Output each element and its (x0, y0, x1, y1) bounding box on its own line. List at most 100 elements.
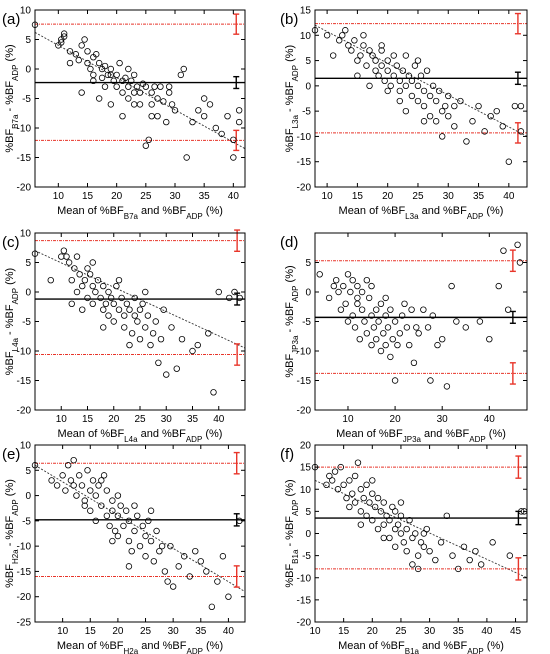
y-tick-label: -15 (17, 153, 32, 164)
panel-label: (f) (280, 446, 294, 463)
data-point (206, 101, 214, 108)
y-tick-label: -10 (17, 347, 32, 358)
data-point (225, 593, 232, 600)
data-point (210, 389, 217, 396)
data-point (415, 330, 422, 337)
x-axis-label: Mean of %BFB1a and %BFADP (%) (338, 640, 504, 654)
data-point (432, 118, 440, 125)
data-point (130, 71, 138, 79)
lower-limit-ci (514, 122, 521, 144)
data-point (439, 133, 446, 140)
data-point (384, 57, 391, 64)
x-tick-label: 40 (228, 191, 240, 202)
data-point (59, 472, 66, 479)
data-point (126, 306, 133, 313)
data-point (351, 499, 359, 506)
x-tick-label: 40 (503, 191, 515, 202)
data-point (432, 97, 440, 105)
data-point (148, 101, 155, 108)
axis-label-text: Mean of %BF (336, 428, 403, 440)
data-point (420, 118, 428, 125)
data-point (344, 318, 352, 325)
lower-limit-ci (233, 565, 240, 588)
axis-label-subscript: JP3a (403, 435, 422, 444)
data-point (398, 312, 406, 319)
data-point (64, 462, 72, 469)
y-tick-label: -10 (17, 124, 32, 135)
data-point (377, 508, 385, 515)
axis-label-subscript: B7a (11, 114, 20, 129)
data-point (121, 324, 128, 331)
plot-frame (34, 9, 246, 188)
data-point (481, 128, 488, 135)
x-tick-label: 40 (213, 414, 225, 425)
data-point (394, 521, 402, 528)
data-point (342, 27, 349, 34)
axis-label-text: %BF (4, 129, 16, 153)
axis-label-subscript: JP3a (291, 335, 300, 354)
data-point (370, 324, 378, 331)
data-point (119, 112, 126, 120)
data-point (363, 481, 370, 489)
axis-label-subscript: H2a (124, 647, 139, 654)
data-point (192, 548, 199, 555)
data-point (420, 530, 428, 537)
data-point (157, 83, 164, 90)
data-point (462, 324, 469, 331)
data-point (360, 494, 367, 502)
data-point (114, 532, 122, 540)
axis-label-text: - %BF (284, 302, 296, 336)
data-point (403, 324, 411, 331)
data-point (451, 102, 458, 110)
y-tick-label: 10 (300, 31, 312, 42)
data-point (110, 77, 117, 84)
data-point (109, 497, 116, 504)
data-point (154, 112, 161, 120)
regression-line (34, 464, 246, 593)
axis-label-text: %BF (284, 354, 296, 378)
data-point (212, 124, 220, 132)
data-point (371, 503, 379, 511)
axis-label-subscript: ADP (187, 647, 203, 654)
data-point (195, 107, 202, 114)
data-point (230, 136, 237, 143)
lower-limit-ci (234, 343, 241, 366)
data-point (392, 525, 399, 533)
y-tick-label: -20 (297, 618, 312, 629)
data-point (409, 561, 416, 568)
data-point (128, 330, 136, 337)
data-point (337, 306, 345, 313)
data-point (95, 59, 103, 67)
data-point (400, 539, 408, 546)
data-point (343, 494, 350, 502)
data-point (394, 341, 401, 349)
data-point (164, 578, 171, 585)
data-point (426, 112, 434, 120)
data-point (73, 288, 81, 296)
data-point (78, 89, 85, 96)
data-point (139, 300, 146, 307)
x-axis-label: Mean of %BFL4a and %BFADP (%) (58, 428, 223, 444)
data-point (504, 306, 512, 313)
axis-label-text: and %BF (419, 640, 468, 652)
y-tick-label: 5 (25, 466, 31, 477)
data-point (411, 62, 419, 69)
y-tick-label: -5 (22, 516, 31, 527)
data-point (351, 472, 359, 480)
x-tick-label: 45 (510, 626, 522, 637)
data-point (163, 371, 170, 378)
data-point (73, 253, 81, 260)
data-point (382, 312, 389, 319)
data-point (236, 294, 243, 302)
data-point (136, 89, 144, 96)
data-point (495, 282, 502, 290)
data-point (410, 359, 418, 366)
data-point (392, 508, 399, 515)
axis-label-subscript: ADP (291, 65, 300, 81)
data-point (144, 312, 152, 319)
y-tick-label: -10 (17, 542, 32, 553)
y-tick-label: 5 (25, 35, 31, 46)
data-point (486, 336, 493, 343)
data-point (340, 481, 347, 489)
x-axis-label: Mean of %BFJP3a and %BFADP (%) (336, 428, 506, 444)
